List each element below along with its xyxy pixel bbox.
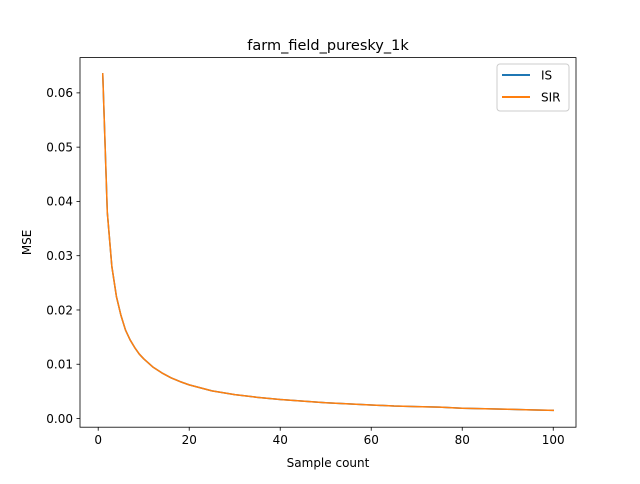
- x-tick-label: 80: [455, 433, 470, 447]
- y-axis-ticks: 0.00 0.01 0.02 0.03 0.04 0.05 0.06: [46, 86, 80, 426]
- x-tick-label: 0: [94, 433, 102, 447]
- y-tick-label: 0.05: [46, 140, 73, 154]
- y-tick-label: 0.04: [46, 195, 73, 209]
- plot-area-frame: [79, 57, 577, 428]
- x-tick-label: 40: [273, 433, 288, 447]
- x-axis-label: Sample count: [287, 456, 370, 470]
- y-tick-label: 0.03: [46, 249, 73, 263]
- y-tick-label: 0.00: [46, 412, 73, 426]
- y-tick-label: 0.02: [46, 303, 73, 317]
- y-tick-label: 0.01: [46, 358, 73, 372]
- x-tick-label: 100: [542, 433, 565, 447]
- x-tick-label: 20: [182, 433, 197, 447]
- series-line-sir: [101, 73, 555, 412]
- x-axis-ticks: 0 20 40 60 80 100: [94, 427, 565, 447]
- legend: IS SIR: [496, 63, 570, 112]
- legend-label-sir: SIR: [541, 91, 561, 105]
- x-tick-label: 60: [364, 433, 379, 447]
- y-axis-label: MSE: [20, 230, 34, 256]
- y-tick-label: 0.06: [46, 86, 73, 100]
- legend-label-is: IS: [541, 69, 552, 83]
- chart-title: farm_field_puresky_1k: [247, 38, 409, 54]
- series-layer: [101, 73, 555, 412]
